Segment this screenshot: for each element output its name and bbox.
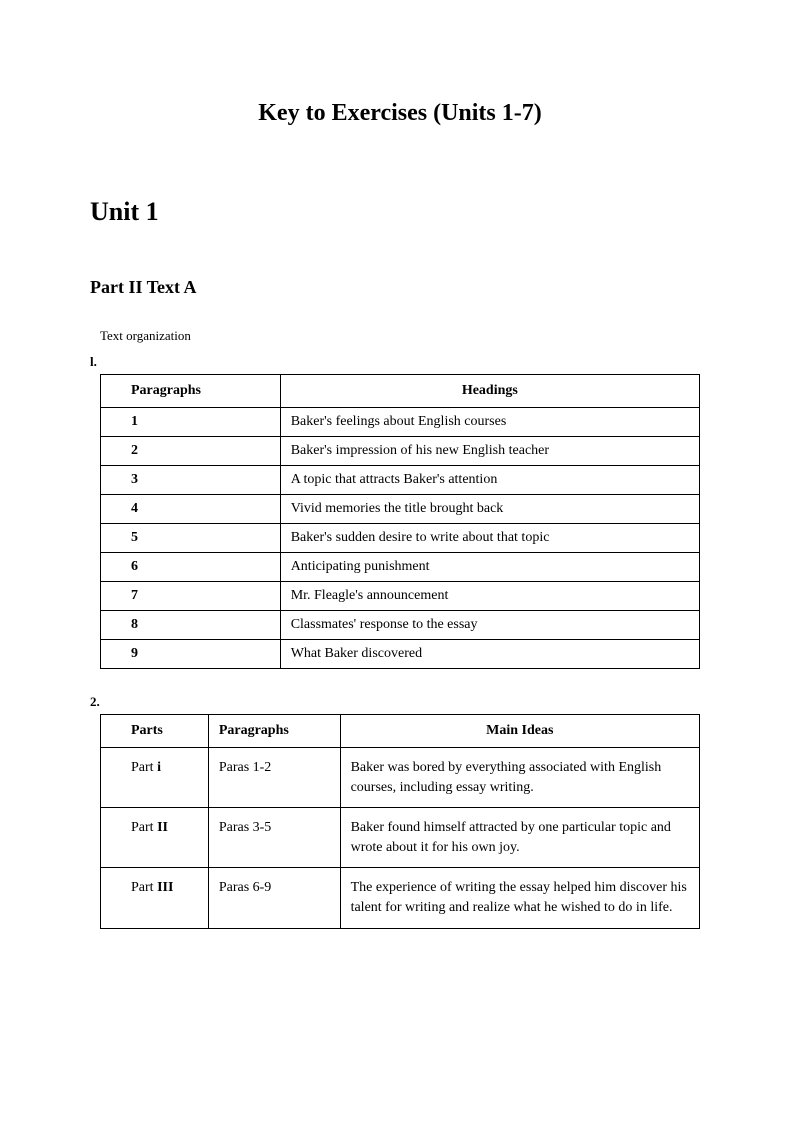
table-parts-main-ideas: Parts Paragraphs Main Ideas Part iParas …: [100, 714, 700, 929]
table2-label: 2.: [90, 694, 710, 710]
table-row: 9What Baker discovered: [101, 640, 700, 669]
heading-text: Vivid memories the title brought back: [280, 495, 699, 524]
table2-header-paragraphs: Paragraphs: [208, 715, 340, 748]
paragraph-range: Paras 1-2: [208, 748, 340, 808]
part-label: Part i: [101, 748, 209, 808]
main-idea-text: The experience of writing the essay help…: [340, 868, 699, 928]
table-row: 1Baker's feelings about English courses: [101, 408, 700, 437]
part-title: Part II Text A: [90, 277, 710, 298]
heading-text: Anticipating punishment: [280, 553, 699, 582]
subsection-label: Text organization: [100, 328, 710, 344]
table-row: 4Vivid memories the title brought back: [101, 495, 700, 524]
paragraph-number: 3: [101, 466, 281, 495]
paragraph-number: 6: [101, 553, 281, 582]
table-row: 2Baker's impression of his new English t…: [101, 437, 700, 466]
unit-title: Unit 1: [90, 197, 710, 227]
table1-header-paragraphs: Paragraphs: [101, 375, 281, 408]
table-row: Part IIParas 3-5Baker found himself attr…: [101, 808, 700, 868]
paragraph-number: 7: [101, 582, 281, 611]
main-idea-text: Baker found himself attracted by one par…: [340, 808, 699, 868]
table1-label: l.: [90, 354, 710, 370]
paragraph-number: 5: [101, 524, 281, 553]
paragraph-number: 9: [101, 640, 281, 669]
table2-header-main-ideas: Main Ideas: [340, 715, 699, 748]
paragraph-number: 4: [101, 495, 281, 524]
main-idea-text: Baker was bored by everything associated…: [340, 748, 699, 808]
table-row: 7Mr. Fleagle's announcement: [101, 582, 700, 611]
table-paragraphs-headings: Paragraphs Headings 1Baker's feelings ab…: [100, 374, 700, 669]
paragraph-range: Paras 3-5: [208, 808, 340, 868]
table-row: 6Anticipating punishment: [101, 553, 700, 582]
heading-text: Baker's feelings about English courses: [280, 408, 699, 437]
paragraph-range: Paras 6-9: [208, 868, 340, 928]
table-row: 5Baker's sudden desire to write about th…: [101, 524, 700, 553]
heading-text: Baker's sudden desire to write about tha…: [280, 524, 699, 553]
table-row: 3A topic that attracts Baker's attention: [101, 466, 700, 495]
heading-text: What Baker discovered: [280, 640, 699, 669]
table-row: Part iParas 1-2Baker was bored by everyt…: [101, 748, 700, 808]
table-row: 8Classmates' response to the essay: [101, 611, 700, 640]
table1-header-headings: Headings: [280, 375, 699, 408]
heading-text: Baker's impression of his new English te…: [280, 437, 699, 466]
paragraph-number: 1: [101, 408, 281, 437]
heading-text: Mr. Fleagle's announcement: [280, 582, 699, 611]
table-row: Part IIIParas 6-9The experience of writi…: [101, 868, 700, 928]
table2-header-parts: Parts: [101, 715, 209, 748]
heading-text: A topic that attracts Baker's attention: [280, 466, 699, 495]
part-label: Part II: [101, 808, 209, 868]
paragraph-number: 2: [101, 437, 281, 466]
page-title: Key to Exercises (Units 1-7): [90, 100, 710, 127]
paragraph-number: 8: [101, 611, 281, 640]
heading-text: Classmates' response to the essay: [280, 611, 699, 640]
part-label: Part III: [101, 868, 209, 928]
